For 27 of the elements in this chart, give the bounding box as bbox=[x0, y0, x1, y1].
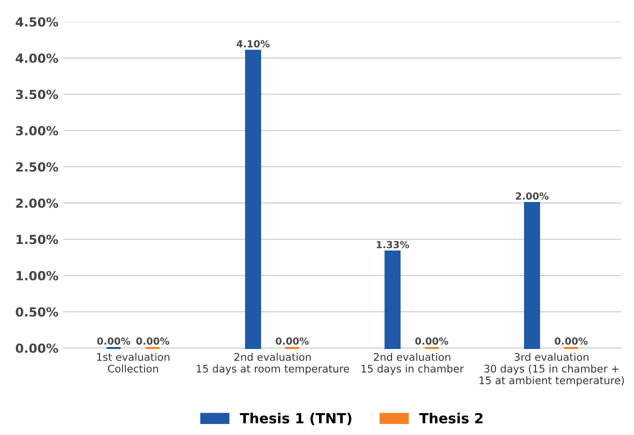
y-tick-label: 1.00% bbox=[16, 270, 58, 280]
y-tick-label: 4.00% bbox=[16, 53, 58, 63]
bar bbox=[524, 202, 540, 350]
data-label: 0.00% bbox=[276, 337, 309, 345]
bar bbox=[245, 50, 262, 350]
data-label: 2.00% bbox=[516, 192, 549, 200]
data-label: 0.00% bbox=[415, 337, 448, 345]
y-tick-label: 0.00% bbox=[16, 343, 58, 353]
data-label: 0.00% bbox=[97, 337, 130, 345]
bar bbox=[384, 250, 401, 350]
y-tick-label: 4.50% bbox=[16, 17, 58, 27]
x-tick-label: 1st evaluation Collection bbox=[97, 352, 170, 373]
x-tick-label: 3rd evaluation 30 days (15 in chamber + 15 at ambient temperature) bbox=[480, 352, 624, 386]
x-tick-label: 2nd evaluation 15 days at room temperature bbox=[196, 352, 350, 375]
legend-label: Thesis 2 bbox=[419, 412, 483, 424]
y-tick-label: 2.00% bbox=[16, 198, 58, 208]
y-tick-label: 2.50% bbox=[16, 162, 58, 172]
legend-label: Thesis 1 (TNT) bbox=[240, 412, 352, 426]
y-tick-label: 0.50% bbox=[16, 307, 58, 317]
data-label: 4.10% bbox=[236, 40, 270, 48]
y-tick-label: 3.50% bbox=[16, 90, 58, 100]
x-tick-label: 2nd evaluation 15 days in chamber bbox=[362, 352, 464, 375]
data-label: 1.33% bbox=[376, 240, 410, 248]
y-tick-label: 1.50% bbox=[16, 234, 58, 244]
y-tick-label: 3.00% bbox=[16, 126, 58, 136]
data-label: 0.00% bbox=[554, 337, 588, 345]
data-label: 0.00% bbox=[136, 337, 170, 345]
